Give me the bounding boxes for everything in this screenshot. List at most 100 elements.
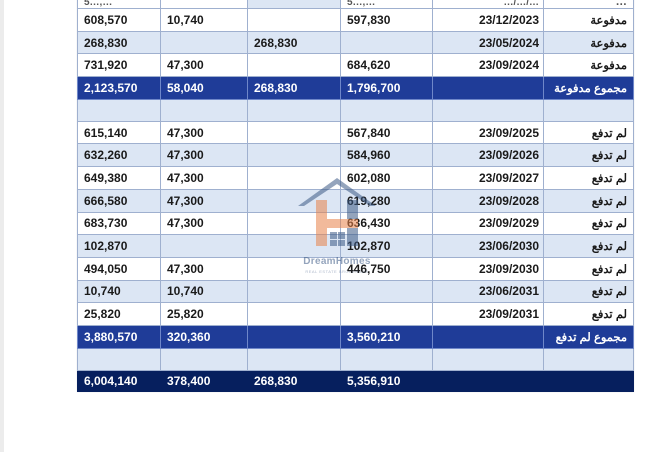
cell-date: 23/06/2030 (432, 234, 544, 258)
cell-date: 23/09/2029 (432, 211, 544, 236)
cell-col2: 58,040 (160, 76, 248, 100)
cell-status: لم تدفع (543, 120, 634, 145)
cell-status: مجموع لم تدفع (543, 324, 634, 349)
cell-status: لم تدفع (543, 302, 634, 326)
table-row-paid: 731,920 47,300 684,620 23/09/2024 مدفوعة (77, 53, 634, 78)
cell-date: 23/09/2031 (432, 302, 544, 326)
cell-total: 494,050 (77, 256, 161, 281)
cell-status: مجموع مدفوعة (543, 76, 634, 100)
cell-col2: 320,360 (160, 324, 248, 349)
cell-status: لم تدفع (543, 166, 634, 190)
cell-date: 23/09/2030 (432, 256, 544, 281)
cell-col2: 47,300 (160, 120, 248, 145)
cell-total: 6,004,140 (77, 369, 161, 392)
cell-date: 23/09/2028 (432, 188, 544, 213)
cell-date: 23/12/2023 (432, 8, 544, 32)
cell-col4: 5,356,910 (340, 369, 433, 392)
cell-total: 731,920 (77, 53, 161, 78)
cell-date: 23/06/2031 (432, 279, 544, 304)
cell-col4: 584,960 (340, 143, 433, 168)
cell-status: مدفوعة (543, 8, 634, 32)
spacer-cell (340, 98, 433, 122)
table-row-unpaid: 649,380 47,300 602,080 23/09/2027 لم تدف… (77, 166, 634, 190)
cell-col4: 567,840 (340, 120, 433, 145)
cell-total: 25,820 (77, 302, 161, 326)
cell-col3 (247, 8, 341, 32)
payment-schedule-table: 5…,… 5…,… …/…/… … 608,570 10,740 597,830… (77, 0, 634, 392)
cell-col4 (340, 30, 433, 55)
table-row-unpaid: 615,140 47,300 567,840 23/09/2025 لم تدف… (77, 120, 634, 145)
spacer-row (77, 98, 634, 122)
cell-col3: 268,830 (247, 369, 341, 392)
cell-col4: 446,750 (340, 256, 433, 281)
table-row-unpaid: 632,260 47,300 584,960 23/09/2026 لم تدف… (77, 143, 634, 168)
cell-col4: 5…,… (340, 0, 433, 9)
cell-col3: 268,830 (247, 76, 341, 100)
cell-col3 (247, 302, 341, 326)
cell-status: مدفوعة (543, 30, 634, 55)
spacer-cell (77, 347, 161, 371)
cell-col3 (247, 188, 341, 213)
cell-total: 102,870 (77, 234, 161, 258)
spacer-cell (247, 98, 341, 122)
cell-date: 23/09/2027 (432, 166, 544, 190)
cell-col4: 636,430 (340, 211, 433, 236)
spacer-cell (432, 347, 544, 371)
table-row-unpaid: 666,580 47,300 619,280 23/09/2028 لم تدف… (77, 188, 634, 213)
cell-col3 (247, 256, 341, 281)
cell-col3 (247, 324, 341, 349)
cell-col2: 47,300 (160, 188, 248, 213)
cell-col4 (340, 302, 433, 326)
cell-date (432, 76, 544, 100)
cell-col2 (160, 234, 248, 258)
cell-total: 666,580 (77, 188, 161, 213)
cell-col3 (247, 143, 341, 168)
cell-col2: 47,300 (160, 143, 248, 168)
cell-date (432, 369, 544, 392)
cell-col2 (160, 30, 248, 55)
cell-col3: 268,830 (247, 30, 341, 55)
cell-col2: 10,740 (160, 279, 248, 304)
cell-col2: 10,740 (160, 8, 248, 32)
table-row-unpaid: 683,730 47,300 636,430 23/09/2029 لم تدف… (77, 211, 634, 236)
spacer-cell (543, 98, 634, 122)
grand-total-row: 6,004,140 378,400 268,830 5,356,910 (77, 369, 634, 392)
cell-date (432, 324, 544, 349)
cell-status: … (543, 0, 634, 9)
cell-col2: 47,300 (160, 53, 248, 78)
cell-col4 (340, 279, 433, 304)
table-row-unpaid: 494,050 47,300 446,750 23/09/2030 لم تدف… (77, 256, 634, 281)
cell-col3 (247, 166, 341, 190)
table-row-paid: 608,570 10,740 597,830 23/12/2023 مدفوعة (77, 8, 634, 32)
cell-total: 5…,… (77, 0, 161, 9)
spacer-cell (432, 98, 544, 122)
cell-date: 23/05/2024 (432, 30, 544, 55)
page-edge (0, 0, 4, 452)
spacer-cell (160, 347, 248, 371)
cell-status: لم تدفع (543, 256, 634, 281)
cell-col2 (160, 0, 248, 9)
table-row-unpaid: 102,870 102,870 23/06/2030 لم تدفع (77, 234, 634, 258)
cell-col2: 378,400 (160, 369, 248, 392)
cell-total: 615,140 (77, 120, 161, 145)
cell-date: …/…/… (432, 0, 544, 9)
cell-col2: 47,300 (160, 211, 248, 236)
cell-total: 608,570 (77, 8, 161, 32)
unpaid-subtotal-row: 3,880,570 320,360 3,560,210 مجموع لم تدف… (77, 324, 634, 349)
spacer-cell (543, 347, 634, 371)
cell-col3 (247, 53, 341, 78)
cell-col4: 597,830 (340, 8, 433, 32)
cell-status: مدفوعة (543, 53, 634, 78)
cell-col2: 47,300 (160, 256, 248, 281)
cell-total: 649,380 (77, 166, 161, 190)
table-row-unpaid: 25,820 25,820 23/09/2031 لم تدفع (77, 302, 634, 326)
spacer-row (77, 347, 634, 371)
cell-col2: 47,300 (160, 166, 248, 190)
spacer-cell (77, 98, 161, 122)
table-row-paid: 268,830 268,830 23/05/2024 مدفوعة (77, 30, 634, 55)
cell-total: 268,830 (77, 30, 161, 55)
cell-total: 10,740 (77, 279, 161, 304)
table-row-cut-off: 5…,… 5…,… …/…/… … (77, 0, 634, 9)
table-row-unpaid: 10,740 10,740 23/06/2031 لم تدفع (77, 279, 634, 304)
